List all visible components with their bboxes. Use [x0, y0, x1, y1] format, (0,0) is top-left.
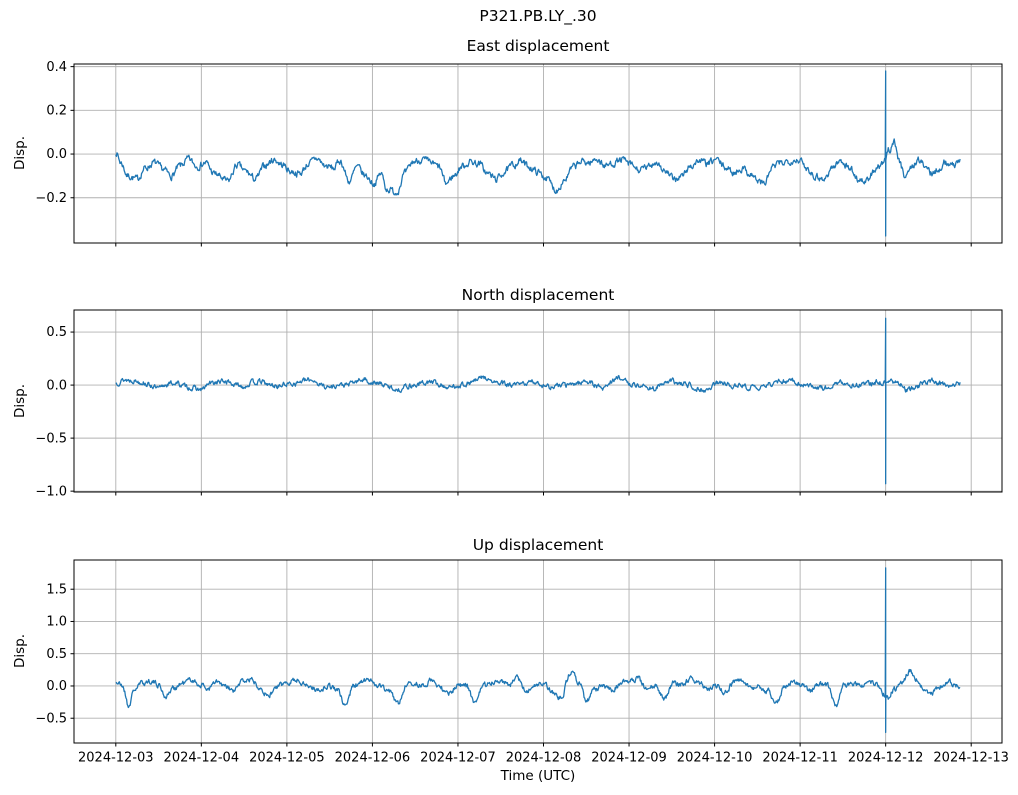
grid — [74, 64, 1002, 243]
x-tick-label: 2024-12-13 — [933, 751, 1009, 766]
x-tick-label: 2024-12-11 — [762, 751, 838, 766]
subplot-2: 1.5 1.0 0.5 0.0 −0.5 2024-12-03 2024-12-04 2024… — [35, 559, 1009, 766]
axes-spines — [73, 559, 1003, 744]
subplot-title-up: Up displacement — [472, 536, 604, 554]
y-tick-label: 0.0 — [46, 378, 67, 393]
tick-marks — [70, 66, 972, 247]
x-tick-label: 2024-12-12 — [848, 751, 924, 766]
x-tick-label: 2024-12-09 — [591, 751, 667, 766]
y-axis-label-north: Disp. — [12, 383, 28, 419]
x-axis-label: Time (UTC) — [500, 768, 576, 784]
tick-marks — [70, 588, 972, 747]
y-tick-label: 0.0 — [46, 147, 67, 162]
x-tick-label: 2024-12-07 — [420, 751, 496, 766]
y-tick-label: 0.0 — [46, 679, 67, 694]
figure-suptitle: P321.PB.LY_.30 — [479, 7, 597, 25]
subplot-title-north: North displacement — [461, 286, 615, 304]
axes-spines — [73, 309, 1003, 493]
subplot-0: 0.4 0.2 0.0 −0.2 — [35, 60, 1003, 247]
subplot-1: 0.5 0.0 −0.5 −1.0 — [35, 309, 1003, 499]
x-tick-label: 2024-12-04 — [164, 751, 240, 766]
y-tick-label: −1.0 — [35, 484, 67, 499]
x-tick-label: 2024-12-08 — [506, 751, 582, 766]
axes-spines — [73, 63, 1003, 244]
y-tick-label: −0.2 — [35, 191, 67, 206]
displacement-line-0 — [115, 70, 961, 237]
grid — [74, 560, 1002, 743]
x-tick-label: 2024-12-06 — [335, 751, 411, 766]
x-tick-label: 2024-12-10 — [677, 751, 753, 766]
displacement-line-2 — [115, 567, 961, 734]
y-tick-label: 1.5 — [46, 582, 67, 597]
grid — [74, 310, 1002, 492]
y-axis-label-east: Disp. — [12, 135, 28, 171]
y-tick-label: 0.2 — [46, 103, 67, 118]
y-tick-label: 1.0 — [46, 615, 67, 630]
y-tick-label: −0.5 — [35, 711, 67, 726]
x-tick-label: 2024-12-05 — [249, 751, 325, 766]
tick-marks — [70, 331, 972, 496]
subplot-title-east: East displacement — [466, 37, 610, 55]
displacement-line-1 — [115, 317, 961, 485]
y-axis-label-up: Disp. — [12, 633, 28, 669]
y-tick-label: 0.5 — [46, 325, 67, 340]
y-tick-label: −0.5 — [35, 431, 67, 446]
y-tick-label: 0.5 — [46, 647, 67, 662]
x-tick-label: 2024-12-03 — [78, 751, 154, 766]
y-tick-label: 0.4 — [46, 60, 67, 75]
